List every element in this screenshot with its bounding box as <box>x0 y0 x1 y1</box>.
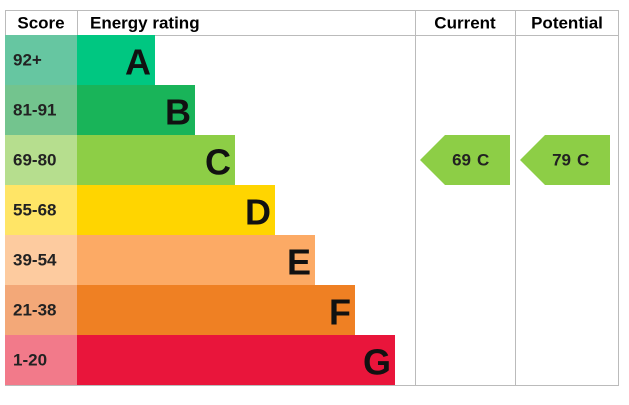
score-label: 21-38 <box>13 301 56 320</box>
score-label: 55-68 <box>13 201 56 220</box>
potential-value: 79 <box>552 151 571 170</box>
potential-letter: C <box>577 151 589 170</box>
rating-letter: F <box>329 292 351 333</box>
score-label: 92+ <box>13 51 42 70</box>
score-cell <box>5 85 77 135</box>
rating-bar <box>77 235 315 285</box>
rating-letter: A <box>125 42 151 83</box>
header-score: Score <box>17 14 64 33</box>
current-value: 69 <box>452 151 471 170</box>
score-cell <box>5 135 77 185</box>
score-cell <box>5 335 77 385</box>
rating-bar <box>77 85 195 135</box>
score-cell <box>5 285 77 335</box>
score-cell <box>5 185 77 235</box>
rating-letter: B <box>165 92 191 133</box>
current-letter: C <box>477 151 489 170</box>
rating-bar <box>77 285 355 335</box>
score-cell <box>5 35 77 85</box>
rating-bar <box>77 185 275 235</box>
rating-bar <box>77 135 235 185</box>
rating-letter: D <box>245 192 271 233</box>
rating-letter: C <box>205 142 231 183</box>
rating-bar <box>77 35 155 85</box>
score-label: 81-91 <box>13 101 56 120</box>
rating-letter: G <box>363 342 391 383</box>
potential-arrow <box>520 135 610 185</box>
header-current: Current <box>434 14 496 33</box>
current-arrow <box>420 135 510 185</box>
rating-bar <box>77 335 395 385</box>
score-label: 39-54 <box>13 251 57 270</box>
score-label: 1-20 <box>13 351 47 370</box>
header-rating: Energy rating <box>90 14 200 33</box>
score-cell <box>5 235 77 285</box>
score-label: 69-80 <box>13 151 56 170</box>
rating-letter: E <box>287 242 311 283</box>
header-potential: Potential <box>531 14 603 33</box>
